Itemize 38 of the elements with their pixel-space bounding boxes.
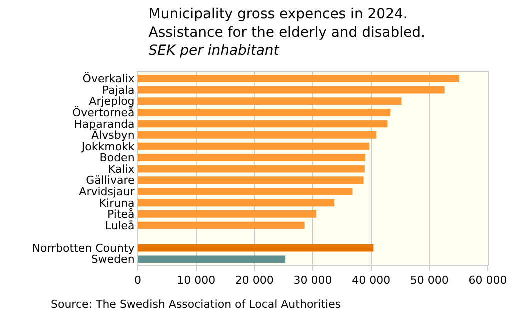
bar: [138, 98, 402, 106]
bar: [138, 222, 305, 230]
x-tick-label: 50 000: [410, 274, 449, 288]
x-tick-label: 60 000: [468, 274, 508, 288]
bar: [138, 120, 388, 128]
bar: [138, 188, 353, 196]
bar: [138, 108, 391, 116]
y-tick-label: Älvsbyn: [92, 128, 135, 142]
y-tick-label: Boden: [100, 152, 135, 165]
bar: [138, 199, 335, 207]
bar: [138, 165, 365, 173]
y-tick-label: Arvidsjaur: [79, 185, 136, 198]
bar: [138, 142, 370, 150]
y-tick-label: Jokkmokk: [80, 140, 136, 154]
y-tick-label: Luleå: [105, 219, 135, 232]
bar: [138, 154, 366, 162]
bar: [138, 75, 460, 82]
x-tick-label: 40 000: [352, 274, 391, 288]
source-note: Source: The Swedish Association of Local Authorities: [51, 298, 342, 311]
bar: [138, 210, 316, 218]
bar: [138, 132, 377, 139]
bar: [138, 256, 286, 264]
chart-subtitle: SEK per inhabitant: [148, 43, 280, 60]
bar: [138, 86, 445, 94]
bar: [138, 244, 374, 252]
y-tick-label: Norrbotten County: [32, 242, 136, 255]
y-tick-label: Överkalix: [82, 72, 136, 86]
x-tick-label: 0: [134, 274, 142, 288]
bar: [138, 176, 364, 184]
x-tick-label: 20 000: [235, 274, 274, 288]
y-tick-label: Pajala: [102, 84, 135, 97]
chart-title: Municipality gross expences in 2024. Assistance for the elderly and disabled.: [148, 6, 426, 41]
y-tick-label: Haparanda: [74, 118, 135, 131]
y-tick-label: Gällivare: [86, 174, 136, 188]
x-tick-label: 30 000: [294, 274, 332, 288]
x-tick-label: 10 000: [177, 274, 216, 288]
y-tick-label: Sweden: [91, 253, 135, 266]
y-tick-label: Kalix: [108, 162, 136, 176]
